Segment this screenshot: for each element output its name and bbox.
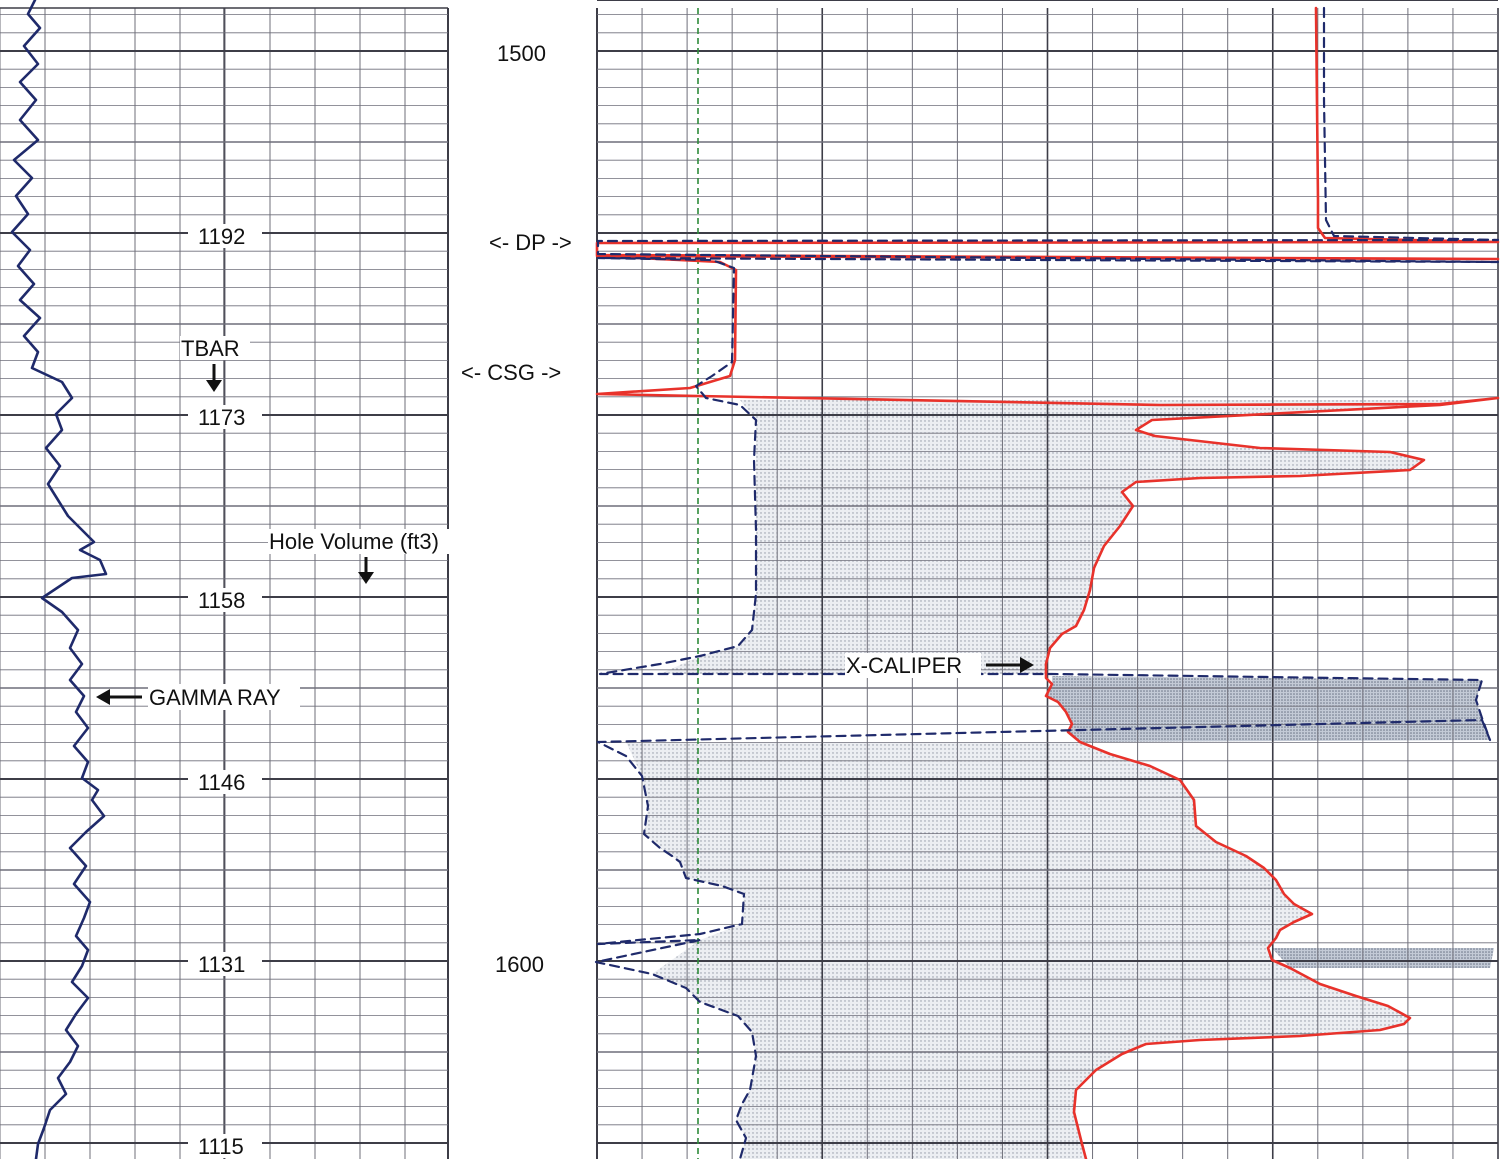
dp-label: <- DP ->: [489, 230, 572, 255]
tick-label-1192: 1192: [198, 224, 245, 249]
shading-washout-small: [1272, 948, 1494, 968]
shading-washout: [1046, 676, 1490, 742]
tick-label-1131: 1131: [198, 952, 245, 977]
tick-bg-1158: [188, 588, 262, 612]
x-caliper-label-bg: [845, 653, 981, 678]
tick-bg-1131: [188, 952, 262, 976]
tbar-label: TBAR: [181, 336, 240, 361]
depth-label-1600: 1600: [495, 952, 544, 977]
annotations: GAMMA RAY TBAR Hole Volume (ft3) X-CALIP…: [148, 41, 981, 1159]
tick-label-1146: 1146: [198, 770, 245, 795]
gamma-ray-arrow: [96, 689, 142, 705]
hole-volume-label: Hole Volume (ft3): [269, 529, 439, 554]
tick-label-1115: 1115: [198, 1134, 244, 1159]
hole-volume-label-bg: [268, 529, 464, 554]
gamma-ray-label: GAMMA RAY: [149, 685, 281, 710]
tick-bg-1146: [188, 770, 262, 794]
tick-bg-1115: [188, 1134, 262, 1158]
curve-gamma-ray: [10, 0, 108, 1159]
tick-bg-1173: [188, 405, 262, 429]
x-caliper-arrow: [986, 657, 1034, 673]
tbar-label-bg: [180, 336, 250, 360]
hole-volume-arrow: [358, 557, 374, 584]
tick-label-1173: 1173: [198, 405, 245, 430]
shading-upper: [660, 400, 1490, 674]
tbar-arrow: [206, 364, 222, 392]
annotation-arrows: [96, 364, 1034, 705]
curves: [10, 0, 1500, 1159]
curve-dashed-curve: [594, 6, 1500, 1159]
csg-label: <- CSG ->: [461, 360, 561, 385]
depth-label-1500: 1500: [497, 41, 546, 66]
tick-bg-1192: [188, 224, 262, 248]
tick-label-1158: 1158: [198, 588, 245, 613]
x-caliper-label: X-CALIPER: [846, 653, 962, 678]
gamma-ray-label-bg: [148, 684, 300, 710]
curve-x-caliper: [595, 6, 1500, 1159]
